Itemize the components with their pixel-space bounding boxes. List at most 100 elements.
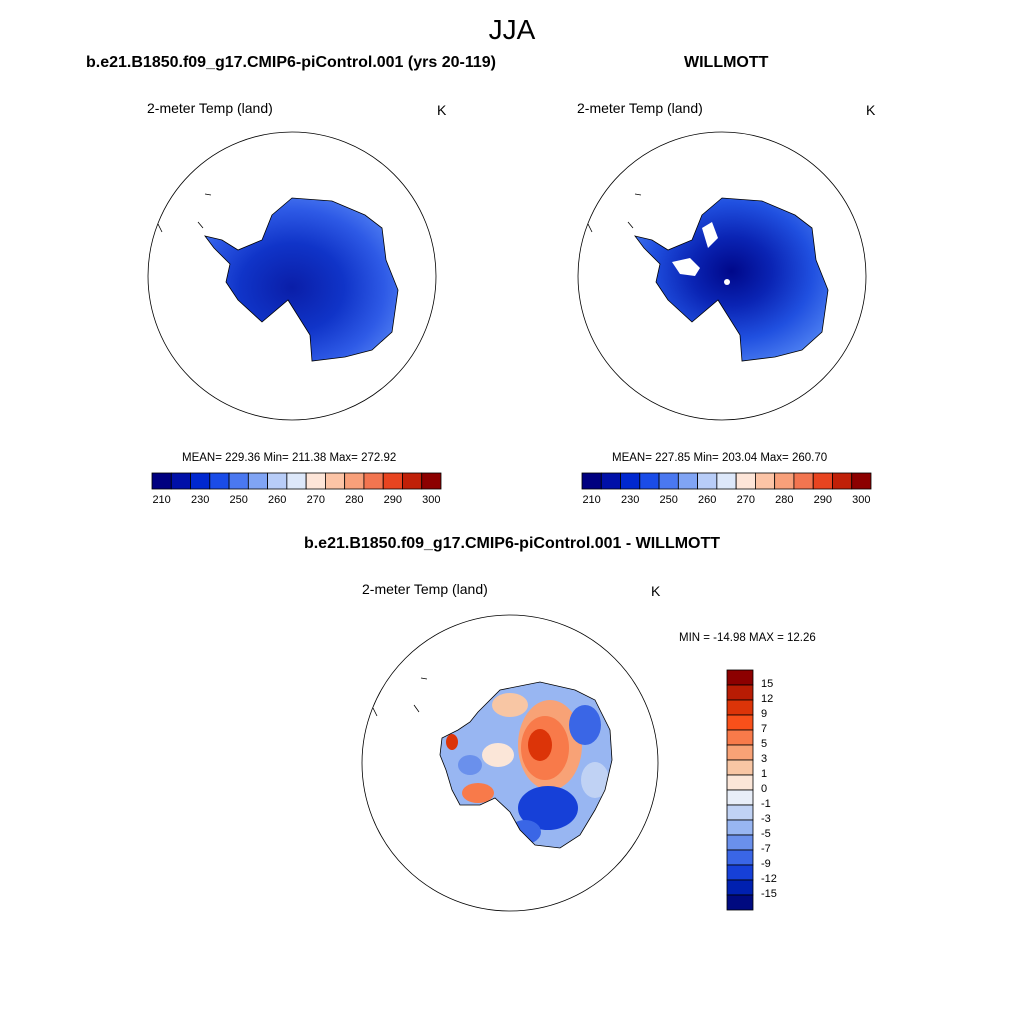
colorbar-swatch: [190, 472, 211, 490]
colorbar-tick-label: 260: [268, 494, 287, 506]
colorbar-tick-label: 15: [761, 678, 774, 690]
colorbar-tick-label: 7: [761, 723, 768, 735]
colorbar-swatch: [755, 472, 776, 490]
colorbar-tick-label: -7: [761, 843, 771, 855]
colorbar-swatch: [726, 669, 754, 686]
colorbar-swatch: [402, 472, 423, 490]
colorbar-swatch: [620, 472, 641, 490]
panel-2-coast-islands: [587, 193, 642, 233]
colorbar-swatch: [344, 472, 365, 490]
colorbar-swatch: [726, 774, 754, 791]
colorbar-tick-label: -15: [761, 888, 777, 900]
colorbar-tick-label: 290: [383, 494, 402, 506]
panel-1-coast-islands: [157, 193, 212, 233]
colorbar-swatch: [851, 472, 872, 490]
colorbar-swatch: [774, 472, 795, 490]
colorbar-swatch: [726, 744, 754, 761]
colorbar-swatch: [812, 472, 833, 490]
panel-1-variable-label: 2-meter Temp (land): [147, 100, 273, 116]
colorbar-swatch: [726, 849, 754, 866]
colorbar-swatch: [170, 472, 191, 490]
colorbar-swatch: [697, 472, 718, 490]
colorbar-tick-label: 3: [761, 753, 768, 765]
panel-2-colorbar: [581, 472, 872, 490]
colorbar-swatch: [726, 804, 754, 821]
colorbar-tick-label: 270: [306, 494, 325, 506]
colorbar-tick-label: 270: [736, 494, 755, 506]
panel-3-coastline: [439, 681, 613, 849]
colorbar-swatch: [267, 472, 288, 490]
panel-2-map-boundary: [577, 131, 867, 421]
colorbar-swatch: [716, 472, 737, 490]
colorbar-swatch: [726, 759, 754, 776]
colorbar-tick-label: 250: [229, 494, 248, 506]
panel-3-title: b.e21.B1850.f09_g17.CMIP6-piControl.001 …: [303, 535, 721, 552]
colorbar-tick-label: 210: [152, 494, 171, 506]
colorbar-tick-label: 290: [813, 494, 832, 506]
colorbar-swatch: [228, 472, 249, 490]
panel-1-stats: MEAN= 229.36 Min= 211.38 Max= 272.92: [182, 452, 397, 464]
panel-2-stats: MEAN= 227.85 Min= 203.04 Max= 260.70: [612, 452, 828, 464]
colorbar-swatch: [726, 834, 754, 851]
panel-1-colorbar: [151, 472, 442, 490]
colorbar-swatch: [209, 472, 230, 490]
colorbar-swatch: [735, 472, 756, 490]
colorbar-tick-label: 230: [620, 494, 640, 506]
colorbar-swatch: [639, 472, 660, 490]
panel-2-antarctica-field: [634, 197, 829, 362]
colorbar-tick-label: 300: [852, 494, 871, 506]
colorbar-tick-label: 260: [698, 494, 717, 506]
colorbar-tick-label: -12: [761, 873, 777, 885]
colorbar-swatch: [286, 472, 307, 490]
colorbar-swatch: [726, 684, 754, 701]
colorbar-swatch: [726, 879, 754, 896]
colorbar-tick-label: -1: [761, 798, 771, 810]
colorbar-tick-label: 280: [775, 494, 794, 506]
colorbar-swatch: [726, 699, 754, 716]
panel-3-stats: MIN = -14.98 MAX = 12.26: [679, 632, 816, 644]
panel-2-units-label: K: [866, 102, 876, 118]
colorbar-tick-label: 280: [345, 494, 364, 506]
colorbar-swatch: [726, 729, 754, 746]
colorbar-swatch: [247, 472, 268, 490]
colorbar-swatch: [600, 472, 621, 490]
colorbar-swatch: [305, 472, 326, 490]
colorbar-tick-label: 230: [190, 494, 210, 506]
panel-2-missing-data: [672, 222, 718, 276]
colorbar-tick-label: 9: [761, 708, 768, 720]
colorbar-tick-label: -3: [761, 813, 771, 825]
colorbar-tick-label: 250: [659, 494, 678, 506]
colorbar-swatch: [832, 472, 853, 490]
panel-1-units-label: K: [437, 102, 447, 118]
figure-title: JJA: [488, 14, 536, 45]
colorbar-swatch: [151, 472, 172, 490]
colorbar-swatch: [726, 894, 754, 911]
colorbar-swatch: [363, 472, 384, 490]
colorbar-swatch: [421, 472, 442, 490]
colorbar-swatch: [658, 472, 679, 490]
colorbar-swatch: [726, 864, 754, 881]
panel-2-variable-label: 2-meter Temp (land): [577, 100, 703, 116]
panel-3-units-label: K: [651, 583, 661, 599]
panel-2-missing-data-dot: [724, 279, 730, 285]
colorbar-tick-label: 1: [761, 768, 768, 780]
panel-2-title: WILLMOTT: [684, 54, 769, 71]
colorbar-swatch: [726, 714, 754, 731]
colorbar-swatch: [581, 472, 602, 490]
colorbar-tick-label: 5: [761, 738, 768, 750]
colorbar-tick-label: 300: [422, 494, 441, 506]
colorbar-swatch: [382, 472, 403, 490]
panel-1-map-boundary: [147, 131, 437, 421]
colorbar-swatch: [324, 472, 346, 490]
colorbar-tick-label: -9: [761, 858, 771, 870]
colorbar-swatch: [793, 472, 814, 490]
panel-1-antarctica-field: [204, 197, 399, 362]
colorbar-swatch: [726, 789, 754, 806]
colorbar-tick-label: 12: [761, 693, 774, 705]
panel-3-colorbar: [726, 669, 754, 911]
panel-1-title: b.e21.B1850.f09_g17.CMIP6-piControl.001 …: [86, 54, 496, 71]
colorbar-tick-label: -5: [761, 828, 771, 840]
panel-3-variable-label: 2-meter Temp (land): [362, 581, 488, 597]
colorbar-tick-label: 210: [582, 494, 601, 506]
